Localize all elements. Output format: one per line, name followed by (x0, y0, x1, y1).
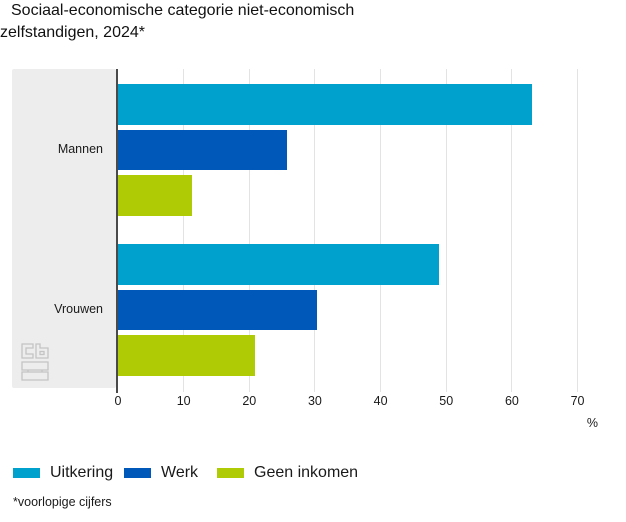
chart-title: Sociaal-economische categorie niet-econo… (0, 2, 355, 41)
x-axis-unit-label: % (586, 416, 598, 430)
x-tick-label-30: 30 (307, 394, 322, 408)
bar-mannen-uitkering (118, 84, 532, 125)
bar-vrouwen-geen-inkomen (118, 335, 255, 376)
x-tick-label-0: 0 (114, 394, 122, 408)
bar-mannen-geen-inkomen (118, 175, 192, 216)
gridline (248, 69, 250, 392)
gridline (445, 69, 447, 392)
legend: Uitkering Werk Geen inkomen (0, 464, 626, 482)
legend-label-geen-inkomen: Geen inkomen (254, 464, 359, 481)
cbs-logo-icon (21, 343, 49, 381)
x-tick-label-60: 60 (504, 394, 519, 408)
x-tick-label-70: 70 (570, 394, 585, 408)
legend-label-werk: Werk (161, 464, 199, 481)
legend-item-uitkering: Uitkering (13, 464, 114, 481)
gridline (183, 69, 185, 392)
category-label-vrouwen: Vrouwen (54, 301, 103, 316)
x-tick-label-40: 40 (373, 394, 388, 408)
legend-item-werk: Werk (124, 464, 199, 481)
gridline (511, 69, 513, 392)
value-axis-zero-line (115, 69, 118, 393)
legend-label-uitkering: Uitkering (50, 464, 114, 481)
legend-swatch-geen-inkomen (217, 468, 244, 478)
x-tick-label-20: 20 (242, 394, 257, 408)
gridline (380, 69, 382, 392)
footnote: *voorlopige cijfers (13, 495, 112, 509)
x-tick-label-10: 10 (176, 394, 191, 408)
legend-item-geen-inkomen: Geen inkomen (217, 464, 359, 481)
x-tick-label-50: 50 (439, 394, 454, 408)
category-label-mannen: Mannen (57, 141, 103, 156)
gridline (314, 69, 316, 392)
plot-area: Mannen Vrouwen (0, 69, 626, 393)
gridline (577, 69, 579, 392)
bar-mannen-werk (118, 129, 287, 170)
bar-vrouwen-uitkering (118, 244, 440, 285)
legend-swatch-werk (124, 468, 151, 478)
category-band (12, 69, 116, 388)
bar-vrouwen-werk (118, 289, 317, 330)
legend-swatch-uitkering (13, 468, 40, 478)
x-axis-tick-labels: 0 10 20 30 40 50 60 70 (0, 394, 626, 410)
